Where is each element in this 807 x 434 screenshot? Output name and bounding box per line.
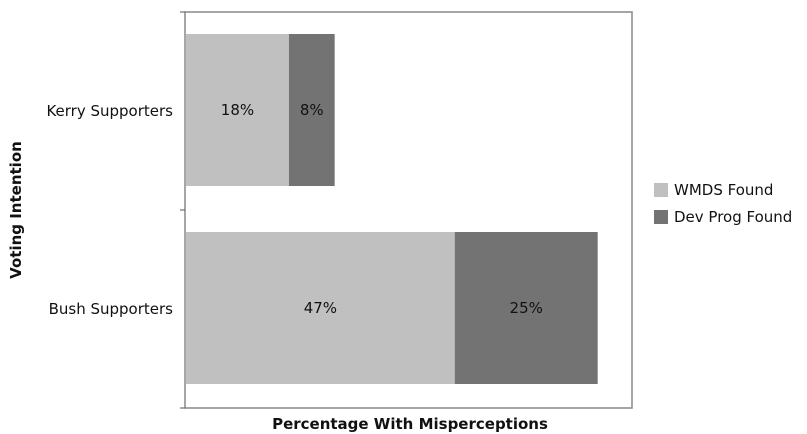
bar-0-0 [186, 34, 289, 186]
legend: WMDS Found Dev Prog Found [654, 181, 792, 226]
bar-0-1 [288, 34, 335, 186]
bars-group: 18% 8% 47% 25% [186, 34, 598, 384]
bar-value-label-0-0: 18% [221, 101, 254, 119]
legend-label-0: WMDS Found [674, 181, 773, 199]
y-axis-title: Voting Intention [7, 141, 25, 279]
category-label-1: Bush Supporters [49, 300, 174, 318]
category-label-0: Kerry Supporters [46, 102, 173, 120]
legend-label-1: Dev Prog Found [674, 208, 792, 226]
bar-value-label-0-1: 8% [300, 101, 324, 119]
x-axis-title: Percentage With Misperceptions [272, 415, 548, 433]
bar-1-0 [186, 232, 455, 384]
legend-swatch-0 [654, 183, 668, 197]
legend-swatch-1 [654, 210, 668, 224]
bar-value-label-1-1: 25% [510, 299, 543, 317]
bar-value-label-1-0: 47% [304, 299, 337, 317]
bar-1-1 [454, 232, 598, 384]
category-labels-group: Kerry Supporters Bush Supporters [46, 102, 173, 318]
